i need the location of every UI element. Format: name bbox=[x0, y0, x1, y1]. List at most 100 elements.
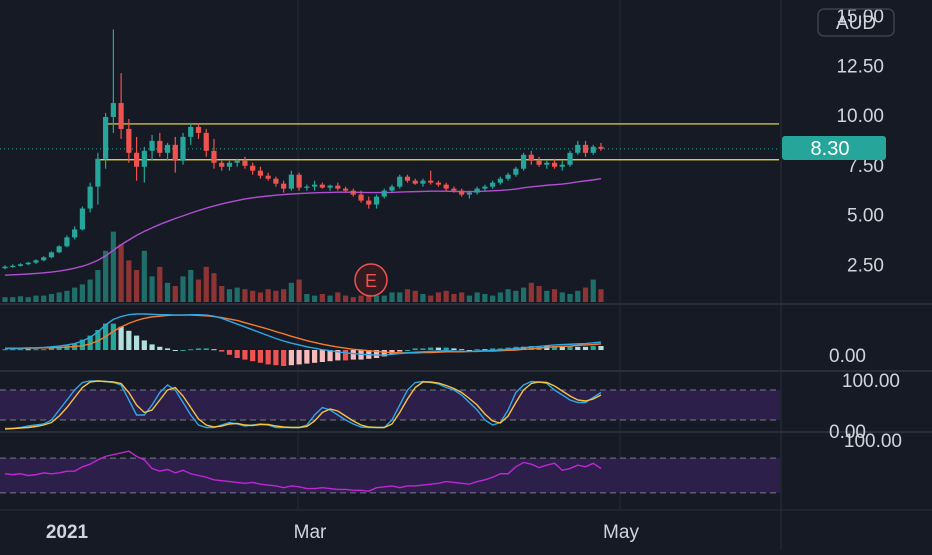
macd-histogram-bar bbox=[490, 348, 496, 350]
macd-histogram-bar bbox=[188, 349, 194, 351]
volume-bar bbox=[172, 286, 178, 302]
volume-bar bbox=[110, 231, 116, 302]
price-axis[interactable]: 2.505.007.5010.0012.5015.000.00100.000.0… bbox=[829, 7, 902, 453]
candle-body bbox=[590, 146, 596, 153]
volume-bar bbox=[435, 292, 442, 302]
candle bbox=[288, 170, 294, 191]
stochastic-d-line bbox=[4, 380, 602, 430]
volume-bar bbox=[118, 244, 124, 302]
candle bbox=[397, 174, 403, 189]
macd-histogram-bar bbox=[590, 346, 596, 350]
volume-bar bbox=[95, 270, 101, 302]
candle-body bbox=[195, 126, 202, 133]
macd-histogram-bar bbox=[25, 349, 31, 351]
candle bbox=[281, 180, 287, 193]
macd-signal-line bbox=[5, 314, 602, 354]
candle-body bbox=[149, 140, 155, 151]
candle bbox=[211, 138, 217, 169]
time-axis[interactable]: 2021 Mar May bbox=[46, 522, 640, 543]
candle-body bbox=[141, 150, 147, 167]
volume-bar bbox=[10, 297, 16, 302]
candle-body bbox=[33, 260, 39, 263]
candle bbox=[180, 132, 186, 165]
candle bbox=[443, 182, 449, 191]
earnings-marker[interactable]: E bbox=[354, 263, 388, 297]
candle-body bbox=[443, 184, 449, 189]
candle bbox=[528, 150, 534, 165]
volume-bar bbox=[404, 289, 411, 302]
macd-histogram-bar bbox=[281, 350, 287, 366]
macd-histogram-bar bbox=[265, 350, 271, 365]
candle bbox=[296, 172, 302, 191]
macd-histogram-bar bbox=[10, 349, 16, 351]
macd-histogram-bar bbox=[575, 346, 581, 350]
candle bbox=[242, 156, 248, 169]
horizontal-levels[interactable] bbox=[96, 123, 779, 161]
candle-body bbox=[219, 162, 225, 167]
candle-body bbox=[25, 262, 31, 265]
macd-histogram-bar bbox=[551, 346, 558, 350]
macd-histogram-bar bbox=[528, 346, 534, 350]
volume-bar bbox=[56, 292, 62, 302]
macd-histogram-bar bbox=[172, 350, 178, 351]
volume-bar bbox=[126, 260, 132, 302]
candle bbox=[350, 188, 356, 197]
volume-bar bbox=[273, 290, 279, 302]
currency-button[interactable]: AUD bbox=[817, 8, 895, 37]
rsi-band bbox=[0, 458, 780, 493]
candle-body bbox=[497, 178, 503, 183]
candle bbox=[327, 184, 333, 191]
stochastic-panel bbox=[4, 380, 602, 430]
macd-histogram-bar bbox=[598, 346, 604, 350]
macd-histogram-bar bbox=[87, 335, 93, 350]
macd-histogram-bar bbox=[451, 348, 457, 350]
candle bbox=[567, 150, 573, 167]
candle bbox=[17, 263, 24, 267]
candle bbox=[358, 190, 364, 203]
candle-body bbox=[172, 144, 178, 161]
candle bbox=[582, 140, 589, 157]
macd-histogram-bar bbox=[2, 349, 8, 351]
candle bbox=[559, 160, 565, 171]
candle-body bbox=[404, 176, 411, 181]
candlesticks bbox=[2, 29, 604, 270]
candle-body bbox=[490, 182, 496, 187]
volume-bar bbox=[350, 297, 356, 302]
candle bbox=[103, 113, 109, 169]
candle-body bbox=[242, 160, 248, 166]
candle-body bbox=[118, 103, 124, 129]
candle-body bbox=[474, 188, 480, 193]
candle-body bbox=[451, 188, 457, 191]
macd-histogram-bar bbox=[242, 350, 248, 360]
volume-bar bbox=[87, 279, 93, 302]
candle bbox=[451, 186, 457, 193]
volume-bar bbox=[459, 292, 465, 302]
candle bbox=[598, 142, 604, 151]
candle-body bbox=[17, 264, 24, 266]
candle-body bbox=[459, 190, 465, 195]
macd-histogram-bar bbox=[312, 350, 318, 363]
volume-bar bbox=[25, 297, 31, 302]
candle bbox=[141, 146, 147, 183]
volume-bar bbox=[327, 295, 333, 302]
candle bbox=[497, 176, 503, 185]
macd-histogram-bar bbox=[195, 348, 202, 350]
macd-histogram-bar bbox=[110, 323, 116, 350]
candle bbox=[389, 184, 395, 193]
candle-body bbox=[250, 165, 256, 171]
candle bbox=[536, 156, 542, 167]
candle bbox=[72, 226, 78, 240]
candle-body bbox=[544, 162, 550, 165]
macd-histogram-bar bbox=[273, 350, 279, 366]
candle-body bbox=[528, 154, 534, 161]
volume-bar bbox=[234, 287, 240, 302]
candle bbox=[164, 142, 171, 161]
volume-bar bbox=[149, 276, 155, 302]
macd-histogram-bar bbox=[397, 350, 403, 352]
macd-histogram-bar bbox=[118, 326, 124, 350]
time-tick-label: 2021 bbox=[46, 522, 89, 543]
earnings-marker-label: E bbox=[365, 271, 377, 291]
